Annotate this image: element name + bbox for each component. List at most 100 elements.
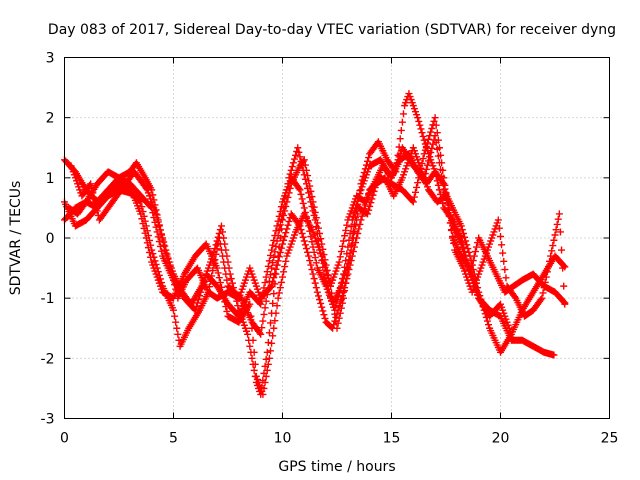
data-point-marker: [281, 263, 289, 271]
data-point-marker: [244, 330, 252, 338]
data-point-marker: [423, 161, 431, 169]
data-point-marker: [366, 202, 374, 210]
data-point-marker: [353, 216, 361, 224]
data-point-marker: [410, 193, 418, 201]
data-point-marker: [208, 272, 216, 280]
data-point-marker: [441, 193, 449, 201]
data-point-marker: [462, 255, 470, 263]
data-point-marker: [246, 342, 254, 350]
data-point-marker: [419, 155, 427, 163]
data-point-marker: [430, 117, 438, 125]
data-point-marker: [269, 299, 277, 307]
data-point-marker: [322, 278, 330, 286]
data-point-marker: [263, 366, 271, 374]
data-point-marker: [414, 114, 422, 122]
data-point-marker: [398, 118, 406, 126]
data-point-marker: [289, 159, 297, 167]
data-point-marker: [269, 259, 277, 267]
data-point-marker: [340, 288, 348, 296]
data-point-marker: [310, 248, 318, 256]
data-point-marker: [469, 257, 477, 265]
data-point-marker: [283, 186, 291, 194]
data-point-marker: [457, 240, 465, 248]
data-point-marker: [313, 229, 321, 237]
data-point-marker: [467, 266, 475, 274]
data-point-marker: [146, 248, 154, 256]
data-point-marker: [550, 351, 558, 359]
data-point-marker: [462, 237, 470, 245]
data-point-marker: [217, 283, 225, 291]
x-tick-label: 15: [383, 431, 401, 447]
data-point-marker: [494, 216, 502, 224]
data-point-marker: [369, 191, 377, 199]
data-point-marker: [443, 199, 451, 207]
data-point-marker: [399, 110, 407, 118]
data-point-marker: [299, 166, 307, 174]
data-point-marker: [220, 258, 228, 266]
data-point-marker: [445, 206, 453, 214]
data-point-marker: [288, 163, 296, 171]
data-point-marker: [214, 269, 222, 277]
data-point-marker: [346, 229, 354, 237]
data-point-marker: [348, 240, 356, 248]
data-point-marker: [87, 180, 95, 188]
data-point-marker: [544, 263, 552, 271]
data-point-marker: [444, 205, 452, 213]
data-point-marker: [196, 292, 204, 300]
data-point-marker: [294, 144, 302, 152]
data-point-marker: [311, 279, 319, 287]
data-point-marker: [314, 292, 322, 300]
y-tick-label: -3: [41, 412, 55, 428]
data-point-marker: [318, 257, 326, 265]
data-point-marker: [164, 254, 172, 262]
data-point-marker: [471, 248, 479, 256]
data-point-marker: [347, 223, 355, 231]
data-point-marker: [246, 300, 254, 308]
data-point-marker: [222, 270, 230, 278]
data-series: [61, 90, 514, 398]
data-point-marker: [91, 198, 99, 206]
data-point-marker: [222, 303, 230, 311]
data-point-marker: [319, 256, 327, 264]
data-point-marker: [458, 244, 466, 252]
data-point-marker: [423, 139, 431, 147]
data-point-marker: [397, 126, 405, 134]
data-point-marker: [147, 253, 155, 261]
data-point-marker: [463, 241, 471, 249]
data-point-marker: [215, 234, 223, 242]
chart-title: Day 083 of 2017, Sidereal Day-to-day VTE…: [48, 22, 616, 38]
data-point-marker: [326, 293, 334, 301]
data-point-marker: [335, 314, 343, 322]
data-point-marker: [88, 184, 96, 192]
data-point-marker: [561, 300, 569, 308]
data-point-marker: [347, 246, 355, 254]
data-point-marker: [172, 318, 180, 326]
data-point-marker: [300, 237, 308, 245]
data-point-marker: [301, 175, 309, 183]
data-point-marker: [221, 298, 229, 306]
data-point-marker: [365, 206, 373, 214]
data-point-marker: [426, 153, 434, 161]
data-point-marker: [337, 248, 345, 256]
data-point-marker: [219, 288, 227, 296]
data-point-marker: [330, 321, 338, 329]
data-point-marker: [139, 220, 147, 228]
data-point-marker: [370, 187, 378, 195]
y-axis-label: SDTVAR / TECUs: [8, 181, 24, 296]
data-point-marker: [552, 226, 560, 234]
data-point-marker: [221, 264, 229, 272]
data-point-marker: [442, 192, 450, 200]
data-point-marker: [198, 285, 206, 293]
data-point-marker: [308, 238, 316, 246]
data-point-marker: [345, 236, 353, 244]
data-point-marker: [273, 222, 281, 230]
data-point-marker: [501, 266, 509, 274]
data-point-marker: [439, 178, 447, 186]
data-series: [65, 150, 569, 398]
data-point-marker: [142, 234, 150, 242]
data-point-marker: [307, 198, 315, 206]
data-point-marker: [279, 240, 286, 248]
data-point-marker: [166, 263, 174, 271]
data-point-marker: [309, 270, 317, 278]
